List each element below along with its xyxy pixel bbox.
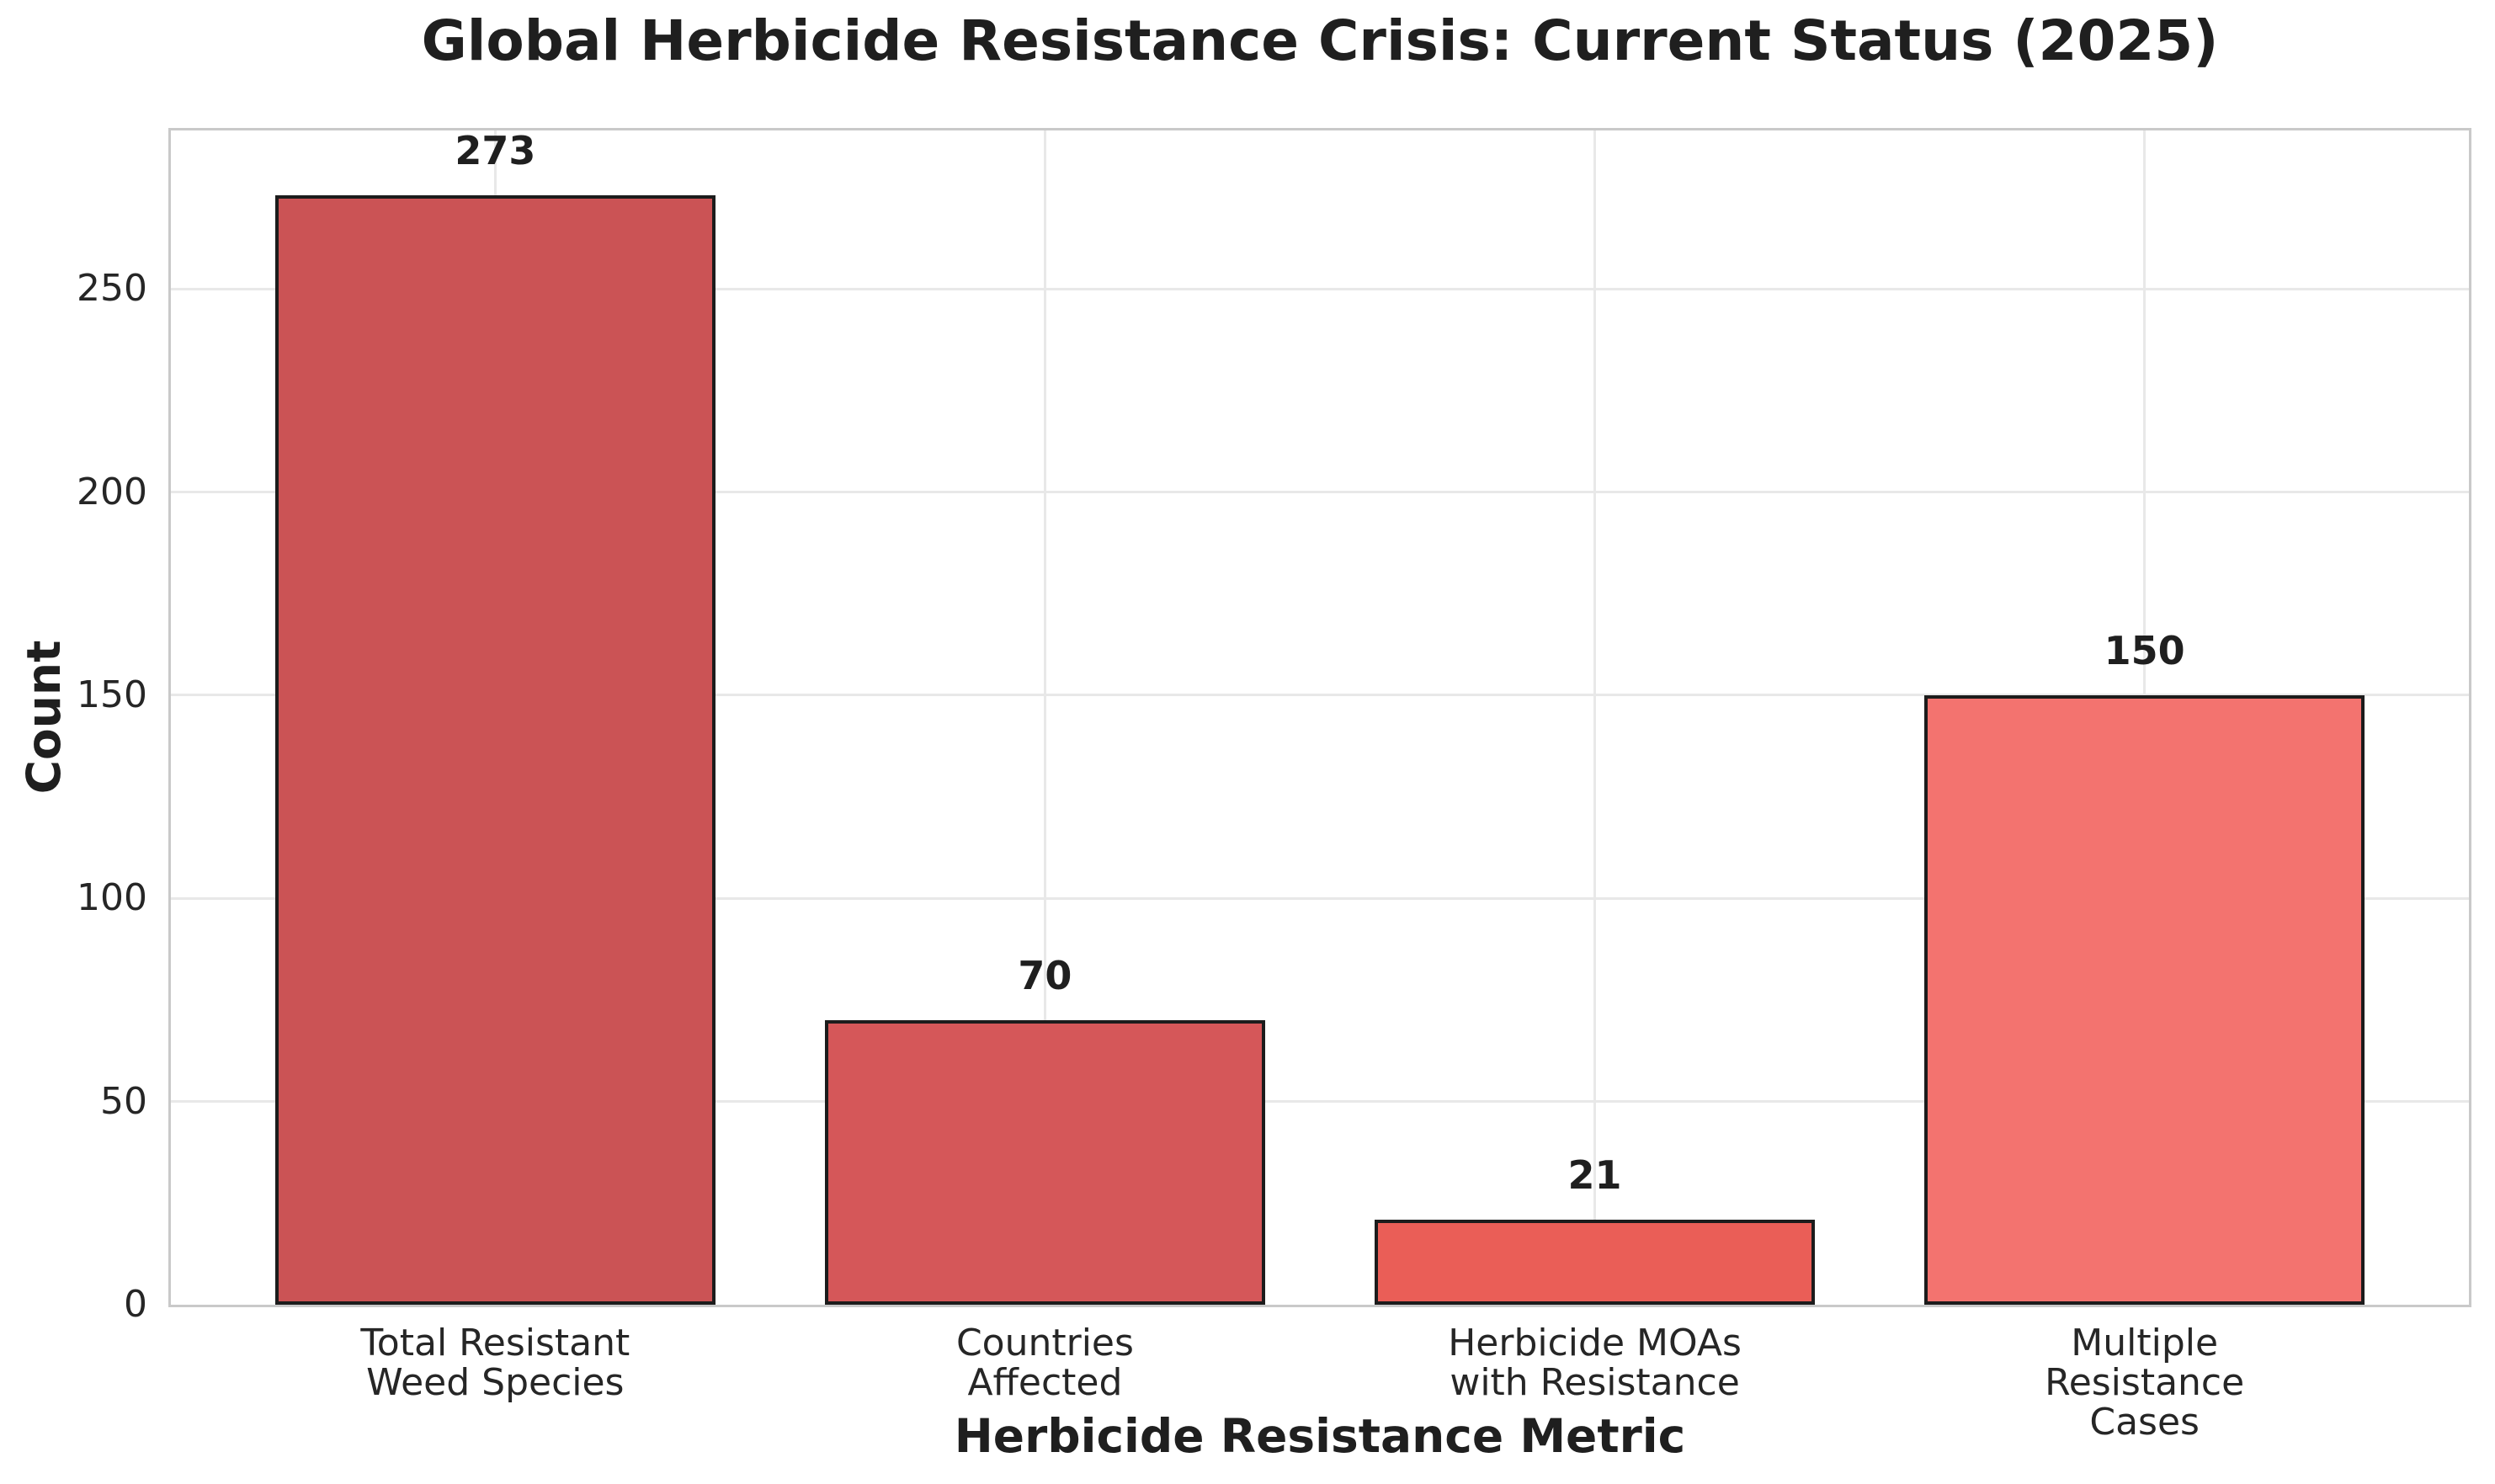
gridline-vertical [1593, 130, 1597, 1305]
bar-value-label: 273 [455, 128, 536, 174]
gridline-horizontal [171, 491, 2469, 494]
gridline-horizontal [171, 694, 2469, 697]
plot-area: 273 70 21 150 [168, 128, 2471, 1307]
x-tick-label: Total Resistant Weed Species [360, 1322, 630, 1404]
x-tick-label: Multiple Resistance Cases [2045, 1322, 2245, 1444]
bar-value-label: 21 [1567, 1152, 1622, 1198]
gridline-horizontal [171, 287, 2469, 290]
y-tick-label: 200 [77, 470, 147, 513]
y-tick-label: 150 [77, 673, 147, 716]
chart-title: Global Herbicide Resistance Crisis: Curr… [421, 8, 2219, 73]
x-tick-label: Herbicide MOAs with Resistance [1448, 1322, 1742, 1404]
y-tick-label: 50 [100, 1079, 147, 1123]
gridline-horizontal [171, 1100, 2469, 1104]
bar [275, 195, 716, 1305]
bar-value-label: 70 [1018, 953, 1072, 999]
bar [1924, 694, 2365, 1305]
bar [1375, 1219, 1815, 1305]
gridline-horizontal [171, 896, 2469, 900]
y-tick-label: 250 [77, 267, 147, 311]
gridline-vertical [1043, 130, 1046, 1305]
bar-value-label: 150 [2104, 627, 2185, 673]
bar [825, 1020, 1265, 1305]
x-tick-label: Countries Affected [955, 1322, 1134, 1404]
y-axis-label: Count [17, 640, 71, 795]
y-tick-label: 0 [124, 1283, 147, 1326]
y-tick-label: 100 [77, 876, 147, 920]
x-axis-label: Herbicide Resistance Metric [954, 1409, 1686, 1463]
